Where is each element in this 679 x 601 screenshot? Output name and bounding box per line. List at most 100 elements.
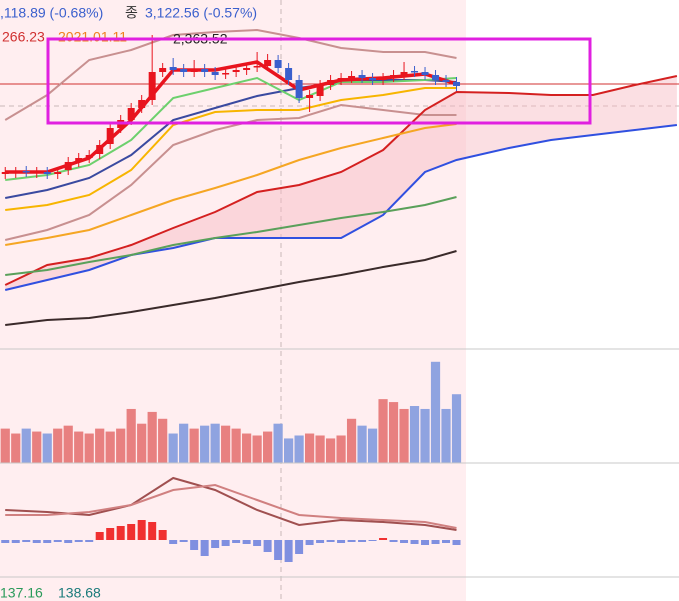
macd-bar (53, 540, 62, 542)
volume-bar (284, 438, 294, 463)
candle-body (75, 158, 83, 162)
volume-bar (388, 402, 399, 463)
candle-body (127, 108, 135, 120)
volume-bar (21, 428, 31, 463)
macd-bar (305, 540, 314, 545)
macd-bar (200, 540, 209, 556)
candle-body (253, 66, 261, 68)
macd-bar (127, 524, 136, 540)
indicator-line (5, 483, 457, 529)
macd-bar (274, 540, 283, 560)
volume-bar (231, 428, 241, 463)
volume-bar (42, 433, 52, 463)
volume-bar (367, 428, 378, 463)
volume-bar (378, 399, 388, 463)
macd-bar (22, 540, 31, 542)
volume-bar (430, 361, 441, 463)
macd-bar (263, 540, 272, 552)
volume-bar (116, 428, 126, 463)
macd-bar (337, 540, 346, 543)
indicator-line (4, 124, 678, 291)
volume-bar (0, 428, 10, 463)
candle-body (327, 80, 335, 85)
close-value: 3,122.56 (-0.57%) (145, 5, 257, 21)
candle-body (337, 78, 345, 80)
candle-body (379, 78, 387, 80)
candle-body (316, 85, 324, 96)
candle-body (159, 68, 167, 72)
candle-body (222, 73, 230, 75)
macd-bar (179, 540, 188, 542)
macd-bar (400, 540, 409, 543)
macd-bar (452, 540, 461, 545)
macd-bar (74, 540, 83, 542)
macd-bar (326, 540, 335, 542)
candle-body (22, 171, 30, 173)
candle-body (442, 80, 450, 82)
macd-bar (85, 540, 94, 542)
macd-bar (106, 528, 115, 540)
candle-body (295, 80, 303, 98)
macd-bar (368, 540, 377, 541)
macd-bar (242, 540, 251, 544)
volume-bar (32, 431, 42, 463)
volume-bar (273, 423, 283, 463)
candle-body (138, 100, 146, 108)
macd-bar (64, 540, 73, 543)
candle-body (411, 71, 419, 73)
volume-bar (221, 425, 231, 463)
indicator-line (5, 76, 457, 181)
macd-bar (158, 530, 167, 540)
volume-bar (105, 431, 115, 463)
macd-bar (295, 540, 304, 554)
candle-body (432, 75, 440, 80)
candle-body (358, 75, 366, 78)
macd-bar (137, 520, 146, 540)
macd-panel (1, 476, 461, 562)
candle-body (201, 69, 209, 72)
macd-bar (442, 540, 451, 543)
candle-body (369, 78, 377, 80)
indicator-label: 137.16 (0, 585, 43, 601)
candle-body (421, 72, 429, 75)
volume-bar (168, 433, 178, 463)
volume-bar (252, 435, 262, 463)
macd-bar (431, 540, 440, 544)
macd-bar (347, 540, 356, 542)
macd-bar (95, 532, 104, 540)
indicator-label: 138.68 (58, 585, 101, 601)
candle-body (190, 70, 198, 72)
volume-bar (263, 431, 273, 463)
candle-body (96, 145, 104, 154)
candle-body (390, 75, 398, 77)
volume-bar (210, 423, 220, 463)
volume-bar (11, 433, 21, 463)
candle-body (43, 172, 51, 174)
volume-bar (126, 408, 136, 463)
candle-body (285, 68, 293, 80)
candle-body (264, 60, 272, 66)
candle-body (64, 162, 72, 170)
volume-bar (336, 435, 346, 463)
macd-bar (421, 540, 430, 545)
volume-bar (200, 425, 210, 463)
candle-body (1, 172, 9, 174)
macd-bar (389, 540, 398, 542)
price-panel (0, 28, 679, 326)
indicator-line (5, 476, 457, 531)
macd-bar (1, 540, 10, 543)
close-label: 종 (125, 5, 138, 21)
indicator-line (5, 250, 457, 326)
volume-bar (451, 394, 462, 463)
macd-bar (211, 540, 220, 548)
volume-bar (158, 418, 168, 463)
macd-bar (169, 540, 178, 544)
volume-bar (294, 435, 304, 463)
macd-bar (43, 540, 52, 543)
candle-body (453, 82, 461, 86)
candle-body (54, 172, 62, 174)
volume-bar (357, 425, 367, 463)
volume-bar (74, 431, 84, 463)
volume-bar (420, 408, 430, 463)
